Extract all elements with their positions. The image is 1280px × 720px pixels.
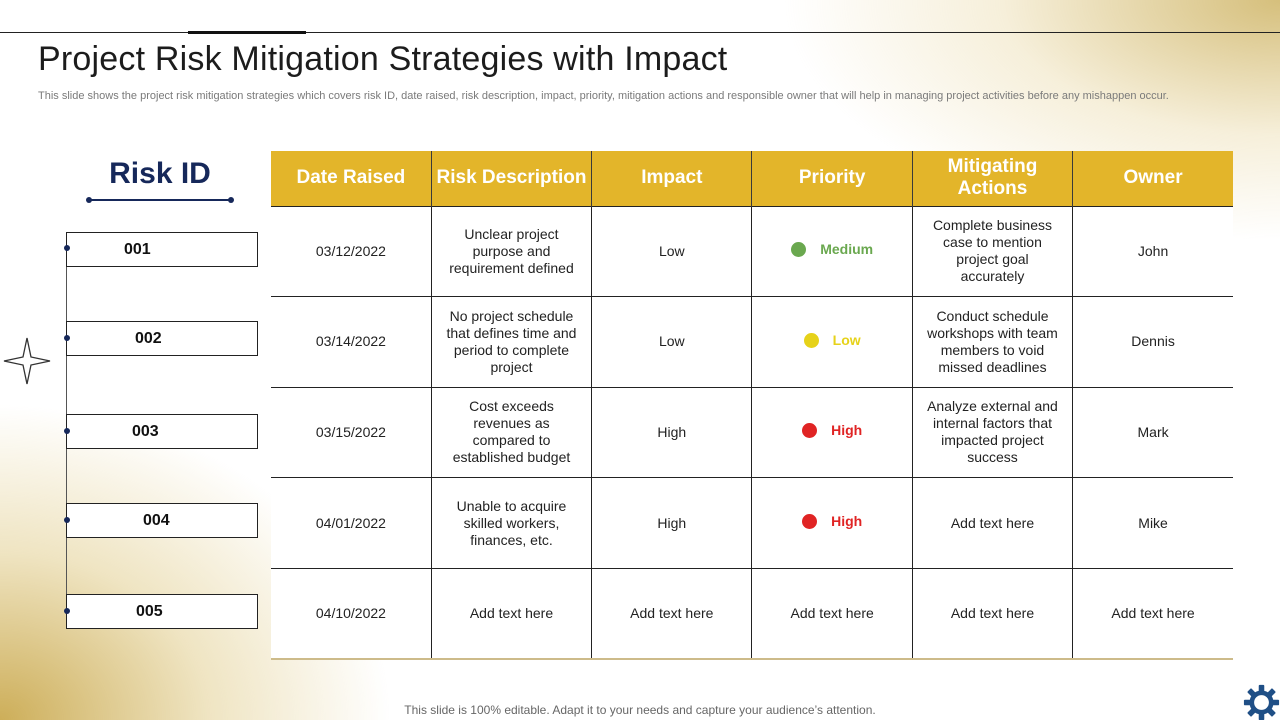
- mitigating-action-cell: Complete business case to mention projec…: [911, 205, 1073, 297]
- risk-id-underline-dot-left: [86, 197, 92, 203]
- risk-id-value: 004: [143, 512, 170, 529]
- risk-mitigation-table: Date Raised Risk Description Impact Prio…: [271, 151, 1233, 660]
- table-row: 03/12/2022 Unclear project purpose and r…: [271, 205, 1233, 297]
- risk-id-node-dot: [64, 245, 70, 251]
- priority-label: High: [831, 422, 863, 439]
- owner-cell: Mark: [1072, 386, 1233, 478]
- date-cell: 04/10/2022: [271, 567, 432, 660]
- top-accent-bar: [188, 31, 306, 34]
- owner-cell: Add text here: [1072, 567, 1233, 660]
- top-divider-line: [0, 32, 1280, 33]
- gear-icon: [1243, 684, 1280, 720]
- description-cell: Unclear project purpose and requirement …: [430, 205, 592, 297]
- date-cell: 03/12/2022: [271, 205, 432, 297]
- header-mitigating-actions: Mitigating Actions: [911, 151, 1073, 206]
- header-risk-description: Risk Description: [430, 151, 592, 206]
- priority-status-dot: [802, 514, 818, 530]
- description-cell: No project schedule that defines time an…: [430, 296, 592, 388]
- risk-id-heading: Risk ID: [109, 157, 211, 190]
- risk-id-box-4: 004: [66, 503, 258, 538]
- date-cell: 04/01/2022: [271, 477, 432, 569]
- table-row: 03/15/2022 Cost exceeds revenues as comp…: [271, 386, 1233, 478]
- priority-status-dot: [802, 423, 818, 439]
- slide-title: Project Risk Mitigation Strategies with …: [38, 40, 728, 78]
- owner-cell: John: [1072, 205, 1233, 297]
- priority-cell: Medium: [751, 205, 913, 297]
- description-cell: Unable to acquire skilled workers, finan…: [430, 477, 592, 569]
- owner-cell: Dennis: [1072, 296, 1233, 388]
- mitigating-action-cell: Conduct schedule workshops with team mem…: [911, 296, 1073, 388]
- priority-cell: High: [751, 386, 913, 478]
- priority-indicator: High: [802, 513, 862, 530]
- risk-id-box-1: 001: [66, 232, 258, 267]
- header-owner: Owner: [1072, 151, 1233, 206]
- impact-cell: Low: [591, 296, 752, 388]
- priority-cell: Low: [751, 296, 913, 388]
- priority-label: Low: [832, 331, 861, 348]
- table-row: 04/10/2022 Add text here Add text here A…: [271, 567, 1233, 660]
- priority-label: High: [831, 513, 863, 530]
- risk-id-value: 005: [136, 603, 163, 620]
- priority-status-dot: [803, 332, 819, 348]
- risk-id-node-dot: [64, 608, 70, 614]
- impact-cell: Add text here: [591, 567, 752, 660]
- risk-id-underline-dot-right: [228, 197, 234, 203]
- header-date-raised: Date Raised: [271, 151, 432, 206]
- risk-id-box-3: 003: [66, 414, 258, 449]
- priority-indicator: Medium: [791, 241, 873, 258]
- priority-indicator: High: [802, 422, 862, 439]
- priority-cell: Add text here: [751, 567, 913, 660]
- risk-id-underline: [89, 199, 231, 201]
- owner-cell: Mike: [1072, 477, 1233, 569]
- impact-cell: High: [591, 386, 752, 478]
- risk-id-box-2: 002: [66, 321, 258, 356]
- slide-subtitle: This slide shows the project risk mitiga…: [38, 90, 1169, 102]
- risk-id-value: 003: [132, 423, 159, 440]
- impact-cell: High: [591, 477, 752, 569]
- mitigating-action-cell: Analyze external and internal factors th…: [911, 386, 1073, 478]
- impact-cell: Low: [591, 205, 752, 297]
- description-cell: Cost exceeds revenues as compared to est…: [430, 386, 592, 478]
- slide-footer-note: This slide is 100% editable. Adapt it to…: [404, 703, 876, 717]
- risk-id-value: 001: [124, 241, 151, 258]
- description-cell: Add text here: [430, 567, 592, 660]
- priority-cell: High: [751, 477, 913, 569]
- risk-id-value: 002: [135, 330, 162, 347]
- risk-id-box-5: 005: [66, 594, 258, 629]
- priority-status-dot: [791, 242, 807, 258]
- date-cell: 03/14/2022: [271, 296, 432, 388]
- risk-id-node-dot: [64, 517, 70, 523]
- table-row: 04/01/2022 Unable to acquire skilled wor…: [271, 477, 1233, 569]
- mitigating-action-cell: Add text here: [911, 567, 1073, 660]
- header-priority: Priority: [751, 151, 913, 206]
- table-row: 03/14/2022 No project schedule that defi…: [271, 296, 1233, 388]
- header-impact: Impact: [591, 151, 752, 206]
- risk-id-node-dot: [64, 428, 70, 434]
- table-header-row: Date Raised Risk Description Impact Prio…: [271, 151, 1233, 206]
- priority-indicator: Low: [803, 331, 861, 349]
- four-point-star-icon: [3, 337, 51, 385]
- date-cell: 03/15/2022: [271, 386, 432, 478]
- risk-id-node-dot: [64, 335, 70, 341]
- mitigating-action-cell: Add text here: [911, 477, 1073, 569]
- priority-label: Medium: [820, 241, 874, 258]
